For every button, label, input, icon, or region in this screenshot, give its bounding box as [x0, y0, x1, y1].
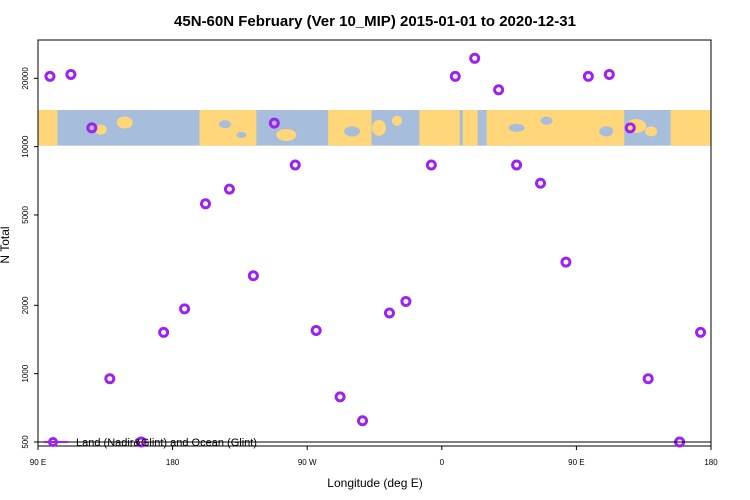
- data-point: [469, 52, 481, 64]
- data-point: [247, 270, 259, 282]
- data-point: [310, 324, 322, 336]
- data-point: [400, 295, 412, 307]
- data-point: [179, 303, 191, 315]
- map-water-feature: [236, 131, 247, 138]
- y-tick-label: 500: [21, 435, 30, 449]
- map-island: [645, 126, 658, 137]
- map-island: [276, 128, 297, 141]
- data-point: [511, 159, 523, 171]
- x-tick-label: 90 E: [30, 458, 46, 467]
- map-land: [199, 110, 257, 146]
- data-point: [582, 70, 594, 82]
- x-tick-label: 180: [166, 458, 180, 467]
- y-axis: 500 1000 2000 5000 10000 20000: [21, 67, 38, 449]
- legend: Land (Nadir&Glint) and Ocean (Glint): [38, 436, 711, 449]
- data-point: [334, 391, 346, 403]
- map-water-feature: [218, 120, 231, 129]
- x-axis-label: Longitude (deg E): [327, 476, 422, 490]
- world-map-band: [38, 110, 711, 146]
- data-point: [535, 177, 547, 189]
- data-point: [289, 159, 301, 171]
- data-point: [425, 159, 437, 171]
- data-point: [383, 307, 395, 319]
- data-point: [695, 326, 707, 338]
- map-water-feature: [344, 126, 361, 137]
- data-point: [104, 373, 116, 385]
- data-point: [493, 84, 505, 96]
- data-point: [158, 326, 170, 338]
- y-tick-label: 2000: [21, 296, 30, 314]
- y-axis-label: N Total: [0, 226, 12, 263]
- data-point: [560, 256, 572, 268]
- data-points: [44, 52, 707, 448]
- y-tick-label: 20000: [21, 67, 30, 90]
- data-point: [65, 68, 77, 80]
- data-point: [44, 70, 56, 82]
- x-tick-label: 90 W: [298, 458, 317, 467]
- map-land: [38, 110, 58, 146]
- y-tick-label: 1000: [21, 364, 30, 382]
- y-tick-label: 5000: [21, 206, 30, 224]
- chart-title: 45N-60N February (Ver 10_MIP) 2015-01-01…: [174, 13, 576, 30]
- map-island: [371, 119, 386, 136]
- map-island: [116, 116, 133, 129]
- map-water-feature: [599, 126, 614, 137]
- map-island: [94, 124, 107, 135]
- data-point: [200, 198, 212, 210]
- data-point: [603, 68, 615, 80]
- map-land: [670, 110, 711, 146]
- data-point: [223, 183, 235, 195]
- map-water-feature: [508, 123, 525, 132]
- map-water-feature: [540, 116, 553, 125]
- y-tick-label: 10000: [21, 135, 30, 158]
- x-tick-label: 90 E: [568, 458, 584, 467]
- data-point: [449, 70, 461, 82]
- x-tick-label: 0: [440, 458, 445, 467]
- legend-label: Land (Nadir&Glint) and Ocean (Glint): [76, 437, 257, 449]
- map-land: [462, 110, 478, 146]
- x-tick-label: 180: [704, 458, 718, 467]
- data-point: [357, 415, 369, 427]
- map-land: [419, 110, 460, 146]
- map-island: [391, 115, 402, 126]
- plot-frame: [37, 39, 712, 447]
- data-point: [642, 373, 654, 385]
- data-point: [268, 117, 280, 129]
- data-point: [86, 122, 98, 134]
- x-axis: 90 E 180 90 W 0 90 E 180: [30, 446, 718, 467]
- legend-marker: [48, 436, 58, 447]
- data-point: [624, 122, 636, 134]
